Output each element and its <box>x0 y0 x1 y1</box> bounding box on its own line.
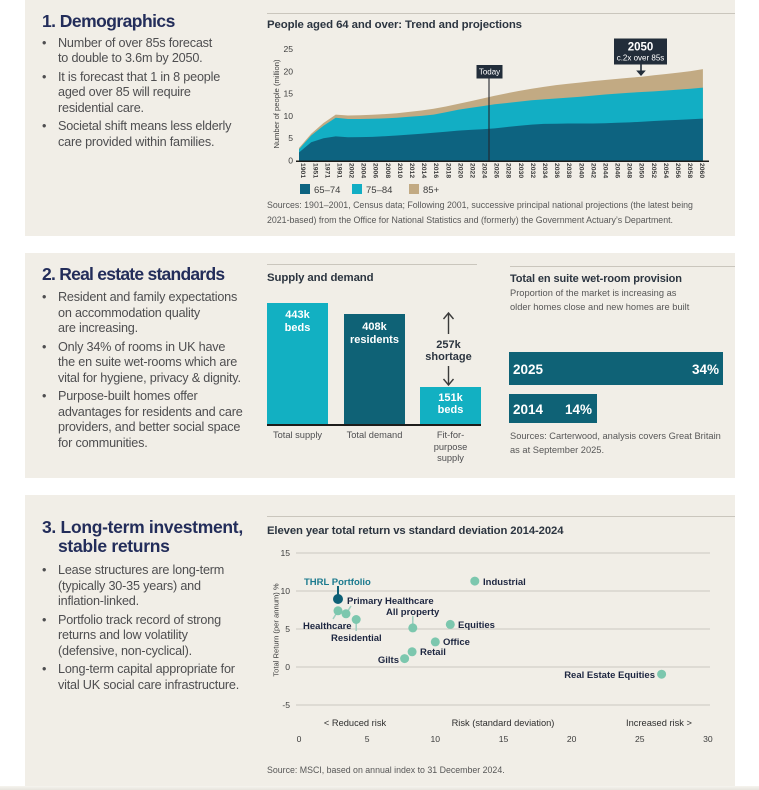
svg-text:Equities: Equities <box>458 620 495 631</box>
svg-text:2058: 2058 <box>686 163 693 178</box>
svg-text:2022: 2022 <box>469 163 476 178</box>
svg-text:Industrial: Industrial <box>483 577 526 588</box>
svg-text:0: 0 <box>285 662 290 672</box>
svg-text:2048: 2048 <box>626 163 633 178</box>
svg-text:15: 15 <box>283 89 293 99</box>
svg-text:25: 25 <box>283 44 293 54</box>
svg-text:1901: 1901 <box>299 163 306 178</box>
svg-text:2052: 2052 <box>650 163 657 178</box>
svg-text:2020: 2020 <box>456 163 463 178</box>
svg-text:2050: 2050 <box>638 163 645 178</box>
svg-text:20: 20 <box>567 734 577 744</box>
svg-text:2030: 2030 <box>517 163 524 178</box>
svg-text:2018: 2018 <box>444 163 451 178</box>
svg-text:15: 15 <box>280 548 290 558</box>
svg-text:2040: 2040 <box>577 163 584 178</box>
svg-text:Today: Today <box>479 68 500 77</box>
svg-text:10: 10 <box>431 734 441 744</box>
svg-text:5: 5 <box>365 734 370 744</box>
svg-text:1951: 1951 <box>311 163 318 178</box>
svg-text:2012: 2012 <box>408 163 415 178</box>
svg-text:Healthcare: Healthcare <box>303 621 352 632</box>
svg-text:2008: 2008 <box>384 163 391 178</box>
svg-text:1971: 1971 <box>323 163 330 178</box>
svg-text:c.2x over 85s: c.2x over 85s <box>617 54 665 63</box>
svg-text:All property: All property <box>386 607 440 618</box>
svg-text:Increased risk >: Increased risk > <box>626 718 692 728</box>
svg-text:2044: 2044 <box>601 163 608 178</box>
svg-text:Primary Healthcare: Primary Healthcare <box>347 596 434 607</box>
svg-text:20: 20 <box>283 66 293 76</box>
svg-text:0: 0 <box>297 734 302 744</box>
svg-text:2034: 2034 <box>541 163 548 178</box>
svg-text:10: 10 <box>280 586 290 596</box>
svg-text:2014: 2014 <box>420 163 427 178</box>
svg-text:Gilts: Gilts <box>378 655 399 666</box>
svg-text:Residential: Residential <box>331 633 382 644</box>
svg-text:2016: 2016 <box>432 163 439 178</box>
svg-text:2038: 2038 <box>565 163 572 178</box>
svg-text:< Reduced risk: < Reduced risk <box>324 718 387 728</box>
svg-text:2054: 2054 <box>662 163 669 178</box>
svg-text:2024: 2024 <box>481 163 488 178</box>
svg-text:-5: -5 <box>282 700 290 710</box>
svg-text:2046: 2046 <box>614 163 621 178</box>
svg-text:2002: 2002 <box>348 163 355 178</box>
svg-text:5: 5 <box>288 133 293 143</box>
svg-text:5: 5 <box>285 624 290 634</box>
svg-text:2028: 2028 <box>505 163 512 178</box>
svg-text:Retail: Retail <box>420 647 446 658</box>
svg-text:2060: 2060 <box>698 163 705 178</box>
svg-text:2026: 2026 <box>493 163 500 178</box>
svg-text:0: 0 <box>288 156 293 166</box>
svg-text:Office: Office <box>443 637 470 648</box>
svg-text:2056: 2056 <box>674 163 681 178</box>
svg-text:2032: 2032 <box>529 163 536 178</box>
svg-text:30: 30 <box>703 734 713 744</box>
svg-text:10: 10 <box>283 111 293 121</box>
svg-text:25: 25 <box>635 734 645 744</box>
svg-text:2036: 2036 <box>553 163 560 178</box>
svg-text:2010: 2010 <box>396 163 403 178</box>
svg-text:1991: 1991 <box>336 163 343 178</box>
svg-text:Risk (standard deviation): Risk (standard deviation) <box>452 718 555 728</box>
svg-text:Number of people (million): Number of people (million) <box>272 59 281 149</box>
svg-text:THRL Portfolio: THRL Portfolio <box>304 577 371 588</box>
svg-text:2042: 2042 <box>589 163 596 178</box>
svg-text:Total Return (per annum) %: Total Return (per annum) % <box>272 583 281 677</box>
svg-text:2050: 2050 <box>628 42 654 54</box>
svg-text:2006: 2006 <box>372 163 379 178</box>
svg-text:Real Estate Equities: Real Estate Equities <box>564 670 655 681</box>
svg-text:15: 15 <box>499 734 509 744</box>
svg-text:2004: 2004 <box>360 163 367 178</box>
